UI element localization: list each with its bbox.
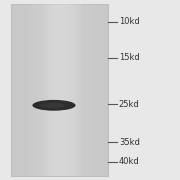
Bar (44, 4, 48, 176)
Text: 10kd: 10kd (119, 17, 140, 26)
Bar (101, 4, 105, 176)
Text: 40kd: 40kd (119, 158, 140, 166)
Bar (41, 4, 44, 176)
Bar (14, 4, 17, 176)
Bar (51, 4, 54, 176)
Ellipse shape (32, 100, 76, 111)
Bar (71, 4, 74, 176)
Bar (91, 4, 95, 176)
Bar (98, 4, 101, 176)
Bar (78, 4, 81, 176)
Bar (95, 4, 98, 176)
Bar (105, 4, 108, 176)
Bar (85, 4, 88, 176)
Bar (11, 4, 108, 176)
Bar (31, 4, 34, 176)
Bar (34, 4, 37, 176)
Ellipse shape (39, 103, 65, 108)
Bar (75, 4, 78, 176)
Bar (28, 4, 31, 176)
Bar (108, 4, 111, 176)
Bar (24, 4, 27, 176)
Text: 15kd: 15kd (119, 53, 140, 62)
Bar (61, 4, 64, 176)
Bar (88, 4, 91, 176)
Bar (11, 4, 14, 176)
Bar (48, 4, 51, 176)
Bar (54, 4, 58, 176)
Text: 35kd: 35kd (119, 138, 140, 147)
Bar (17, 4, 21, 176)
Bar (58, 4, 61, 176)
Bar (68, 4, 71, 176)
Bar (64, 4, 68, 176)
Bar (38, 4, 41, 176)
Text: 25kd: 25kd (119, 100, 140, 109)
Bar (21, 4, 24, 176)
Bar (81, 4, 84, 176)
